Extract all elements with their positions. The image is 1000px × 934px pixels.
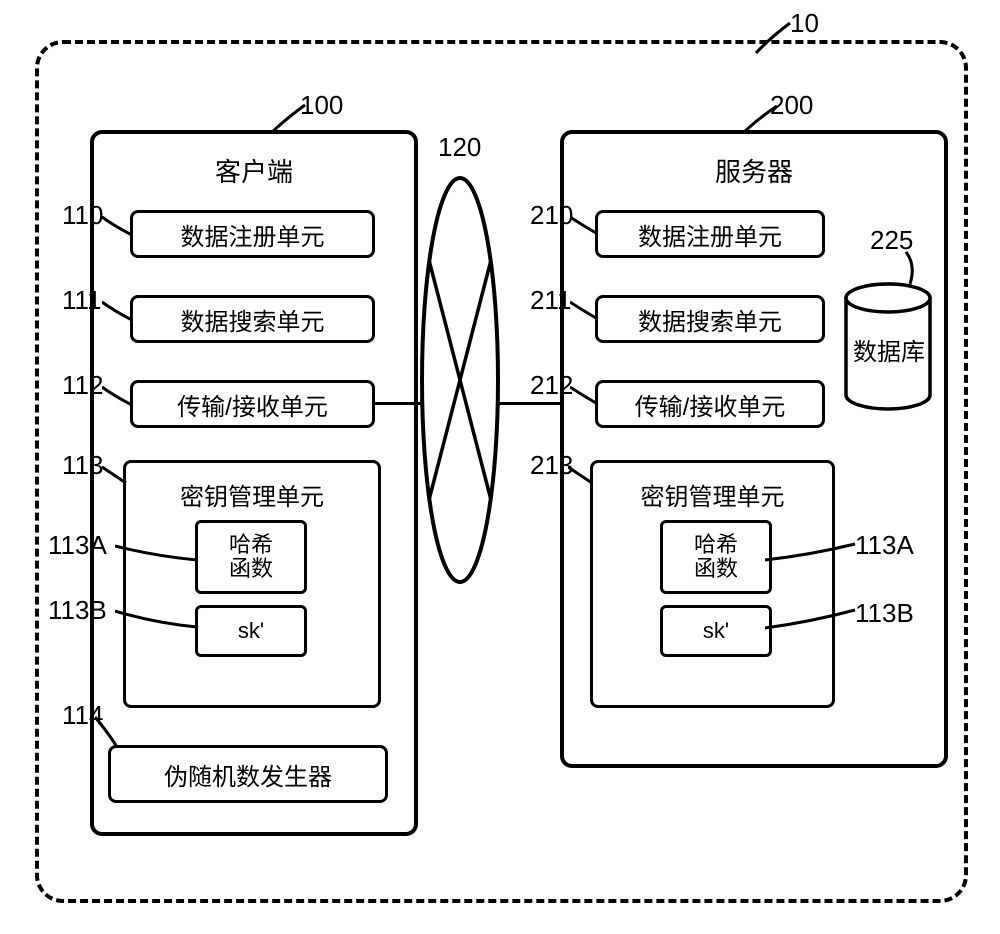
system-ref-leader — [750, 18, 800, 58]
server-hash-leader — [765, 540, 860, 566]
server-unit-1: 数据搜索单元 — [595, 295, 825, 343]
client-sk-ref: 113B — [48, 595, 107, 626]
server-keymgmt-leader — [568, 463, 596, 489]
server-hash-ref: 113A — [855, 530, 914, 561]
client-prng-leader — [95, 713, 125, 753]
server-unit-1-leader — [570, 298, 600, 324]
server-sk-leader — [765, 606, 860, 634]
network-ref: 120 — [438, 132, 481, 163]
server-unit-1-ref: 211 — [530, 285, 571, 316]
client-unit-1-leader — [102, 298, 136, 326]
link-net-server — [498, 402, 562, 405]
client-unit-2-leader — [102, 383, 136, 411]
server-unit-2-leader — [570, 383, 600, 409]
network-ellipse — [415, 165, 505, 595]
server-unit-2-ref: 212 — [530, 370, 573, 401]
server-keymgmt-title: 密钥管理单元 — [641, 477, 785, 512]
server-unit-0: 数据注册单元 — [595, 210, 825, 258]
client-unit-0-leader — [102, 213, 136, 241]
client-prng-box: 伪随机数发生器 — [108, 745, 388, 803]
client-sk-leader — [115, 605, 200, 633]
server-sk-ref: 113B — [855, 598, 914, 629]
link-client-net — [375, 402, 423, 405]
server-keymgmt-ref: 213 — [530, 450, 573, 481]
client-unit-0: 数据注册单元 — [130, 210, 375, 258]
diagram-canvas: 10 100 客户端 数据注册单元 110 数据搜索单元 111 传输/接收单元… — [0, 0, 1000, 934]
client-keymgmt-leader — [102, 463, 130, 489]
database-ref-leader — [900, 250, 930, 290]
client-keymgmt-ref: 113 — [62, 450, 103, 481]
server-hash-box: 哈希 函数 — [660, 520, 772, 594]
client-title: 客户端 — [94, 152, 414, 189]
server-unit-0-ref: 210 — [530, 200, 573, 231]
database-label: 数据库 — [853, 332, 925, 367]
client-unit-1-ref: 111 — [62, 285, 102, 316]
server-unit-0-leader — [570, 213, 600, 239]
client-hash-box: 哈希 函数 — [195, 520, 307, 594]
server-title: 服务器 — [564, 152, 944, 189]
server-sk-box: sk' — [660, 605, 772, 657]
client-hash-leader — [115, 540, 200, 566]
client-unit-0-ref: 110 — [62, 200, 103, 231]
client-hash-ref: 113A — [48, 530, 107, 561]
client-unit-2: 传输/接收单元 — [130, 380, 375, 428]
client-unit-1: 数据搜索单元 — [130, 295, 375, 343]
client-unit-2-ref: 112 — [62, 370, 103, 401]
client-keymgmt-title: 密钥管理单元 — [180, 477, 324, 512]
server-unit-2: 传输/接收单元 — [595, 380, 825, 428]
client-sk-box: sk' — [195, 605, 307, 657]
